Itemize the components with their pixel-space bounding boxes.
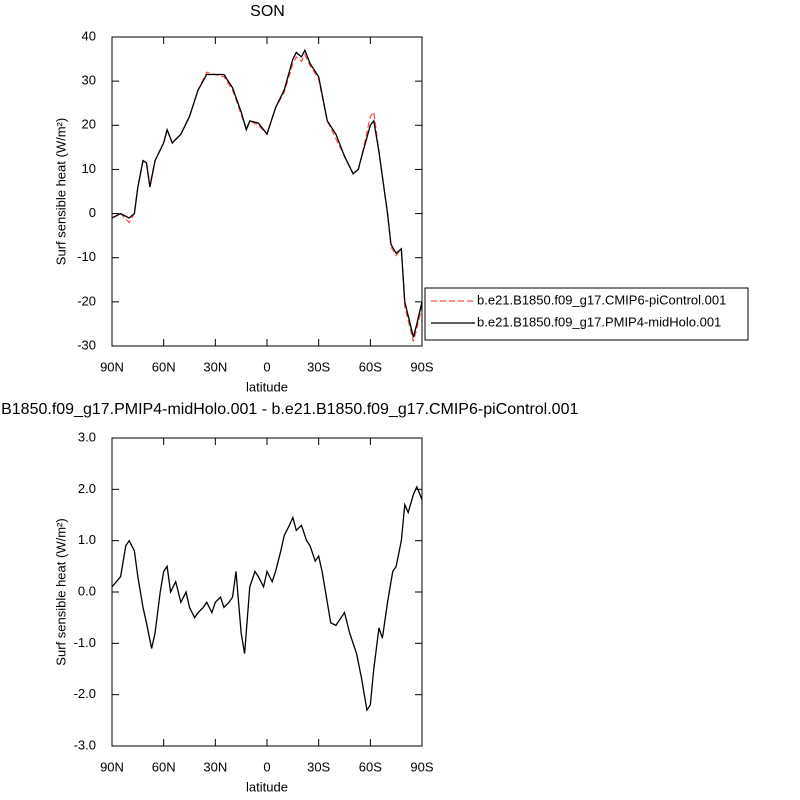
y-tick-label: 10 bbox=[82, 161, 96, 176]
x-tick-label: 60S bbox=[359, 759, 382, 774]
x-tick-label: 30N bbox=[203, 359, 227, 374]
x-tick-label: 60N bbox=[152, 759, 176, 774]
y-axis-label: Surf sensible heat (W/m²) bbox=[53, 518, 68, 665]
x-axis-label: latitude bbox=[246, 779, 288, 794]
x-tick-label: 90S bbox=[410, 759, 433, 774]
chart-title: b.e21.B1850.f09_g17.PMIP4-midHolo.001 - … bbox=[0, 401, 578, 418]
x-tick-label: 90N bbox=[100, 759, 124, 774]
legend-box bbox=[424, 287, 749, 341]
y-tick-label: 20 bbox=[82, 117, 96, 132]
y-tick-label: -3.0 bbox=[74, 737, 96, 752]
x-tick-label: 30N bbox=[203, 759, 227, 774]
y-tick-label: -20 bbox=[77, 293, 96, 308]
x-tick-label: 60N bbox=[152, 359, 176, 374]
x-tick-label: 90S bbox=[410, 359, 433, 374]
plot-frame bbox=[111, 36, 423, 347]
data-line bbox=[111, 48, 423, 338]
x-tick-label: 90N bbox=[100, 359, 124, 374]
chart-title: SON bbox=[250, 3, 285, 20]
plot-frame bbox=[111, 437, 423, 747]
y-tick-label: 2.0 bbox=[78, 481, 96, 496]
y-tick-label: -2.0 bbox=[74, 686, 96, 701]
x-tick-label: 60S bbox=[359, 359, 382, 374]
data-line bbox=[111, 53, 423, 342]
y-tick-label: -30 bbox=[77, 337, 96, 352]
y-tick-label: 30 bbox=[82, 73, 96, 88]
y-tick-label: -10 bbox=[77, 249, 96, 264]
y-axis-label: Surf sensible heat (W/m²) bbox=[53, 118, 68, 265]
x-axis-label: latitude bbox=[246, 379, 288, 394]
x-tick-label: 0 bbox=[263, 359, 270, 374]
x-tick-label: 30S bbox=[307, 759, 330, 774]
x-tick-label: 0 bbox=[263, 759, 270, 774]
y-tick-label: 3.0 bbox=[78, 429, 96, 444]
y-tick-label: -1.0 bbox=[74, 635, 96, 650]
data-line bbox=[111, 485, 423, 712]
y-tick-label: 0.0 bbox=[78, 583, 96, 598]
y-tick-label: 40 bbox=[82, 28, 96, 43]
legend-label: b.e21.B1850.f09_g17.CMIP6-piControl.001 bbox=[477, 292, 726, 307]
x-tick-label: 30S bbox=[307, 359, 330, 374]
legend-label: b.e21.B1850.f09_g17.PMIP4-midHolo.001 bbox=[477, 314, 721, 329]
y-tick-label: 0 bbox=[89, 205, 96, 220]
y-tick-label: 1.0 bbox=[78, 532, 96, 547]
